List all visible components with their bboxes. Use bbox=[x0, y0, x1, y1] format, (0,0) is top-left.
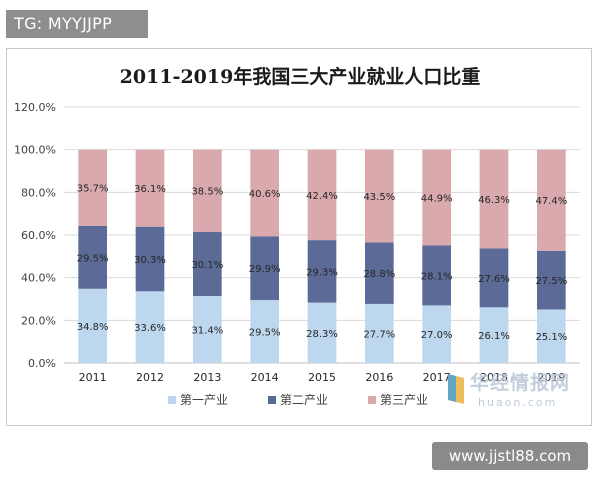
data-label: 38.5% bbox=[191, 187, 223, 198]
bar-segment bbox=[78, 225, 107, 289]
data-label: 44.9% bbox=[421, 194, 453, 205]
x-tick-label: 2014 bbox=[251, 371, 279, 384]
bar-segment bbox=[479, 149, 509, 249]
data-label: 46.3% bbox=[478, 195, 510, 206]
huaon-logo-icon bbox=[448, 374, 464, 404]
legend-swatch bbox=[368, 396, 376, 404]
bar-segment bbox=[307, 302, 337, 363]
legend-label: 第三产业 bbox=[380, 393, 428, 407]
x-tick-label: 2012 bbox=[136, 371, 164, 384]
bar-segment bbox=[250, 300, 279, 363]
bar-segment bbox=[135, 149, 165, 227]
x-tick-label: 2019 bbox=[537, 371, 565, 384]
data-label: 29.9% bbox=[249, 264, 281, 275]
bar-segment bbox=[365, 242, 394, 304]
data-label: 28.1% bbox=[421, 271, 453, 282]
bar-segment bbox=[422, 245, 451, 306]
x-tick-label: 2017 bbox=[423, 371, 451, 384]
data-label: 36.1% bbox=[134, 184, 166, 195]
data-label: 40.6% bbox=[249, 189, 281, 200]
data-label: 30.1% bbox=[191, 260, 223, 271]
bar-segment bbox=[135, 226, 165, 292]
bar-segment bbox=[422, 305, 451, 363]
data-label: 33.6% bbox=[134, 323, 166, 334]
chart-title: 2011-2019年我国三大产业就业人口比重 bbox=[119, 66, 481, 88]
data-label: 27.5% bbox=[535, 276, 567, 287]
bar-segment bbox=[193, 296, 222, 363]
data-label: 28.8% bbox=[363, 269, 395, 280]
x-tick-label: 2016 bbox=[365, 371, 393, 384]
legend-swatch bbox=[268, 396, 276, 404]
legend-label: 第一产业 bbox=[180, 393, 228, 407]
data-label: 34.8% bbox=[77, 322, 109, 333]
watermark-main: 华经情报网 bbox=[470, 372, 571, 394]
bar-segment bbox=[365, 149, 394, 243]
x-tick-label: 2011 bbox=[79, 371, 107, 384]
legend-label: 第二产业 bbox=[280, 393, 328, 407]
bar-segment bbox=[78, 149, 107, 226]
y-tick-label: 20.0% bbox=[21, 314, 56, 327]
bar-segment bbox=[479, 307, 509, 363]
x-tick-label: 2015 bbox=[308, 371, 336, 384]
data-label: 30.3% bbox=[134, 255, 166, 266]
data-label: 28.3% bbox=[306, 329, 338, 340]
data-label: 31.4% bbox=[191, 326, 223, 337]
data-label: 25.1% bbox=[535, 332, 567, 343]
bar-segment bbox=[422, 149, 451, 246]
x-tick-label: 2013 bbox=[193, 371, 221, 384]
x-tick-label: 2018 bbox=[480, 371, 508, 384]
y-tick-label: 120.0% bbox=[14, 101, 56, 114]
data-label: 29.5% bbox=[249, 328, 281, 339]
data-label: 35.7% bbox=[77, 184, 109, 195]
bar-segment bbox=[193, 231, 222, 297]
y-tick-label: 0.0% bbox=[28, 357, 56, 370]
data-label: 27.6% bbox=[478, 274, 510, 285]
data-label: 26.1% bbox=[478, 331, 510, 342]
bar-segment bbox=[307, 240, 337, 303]
data-label: 29.5% bbox=[77, 253, 109, 264]
bar-segment bbox=[537, 149, 566, 251]
site-url-badge: www.jjstl88.com bbox=[432, 442, 588, 470]
y-tick-label: 40.0% bbox=[21, 272, 56, 285]
data-label: 27.0% bbox=[421, 330, 453, 341]
data-label: 43.5% bbox=[363, 192, 395, 203]
bar-segment bbox=[537, 309, 566, 363]
bar-segment bbox=[307, 149, 337, 241]
y-tick-label: 60.0% bbox=[21, 229, 56, 242]
bar-segment bbox=[537, 250, 566, 310]
bar-segment bbox=[479, 248, 509, 308]
data-label: 47.4% bbox=[535, 196, 567, 207]
data-label: 29.3% bbox=[306, 267, 338, 278]
legend-swatch bbox=[168, 396, 176, 404]
bar-segment bbox=[135, 291, 165, 363]
bar-segment bbox=[365, 303, 394, 363]
y-tick-label: 100.0% bbox=[14, 144, 56, 157]
bar-segment bbox=[78, 288, 107, 363]
y-tick-label: 80.0% bbox=[21, 186, 56, 199]
watermark-sub: huaon.com bbox=[478, 396, 558, 409]
data-label: 42.4% bbox=[306, 191, 338, 202]
telegram-tag: TG: MYYJJPP bbox=[6, 10, 148, 38]
bar-segment bbox=[250, 236, 279, 301]
bar-segment bbox=[193, 149, 222, 232]
data-label: 27.7% bbox=[363, 329, 395, 340]
bar-segment bbox=[250, 149, 279, 237]
